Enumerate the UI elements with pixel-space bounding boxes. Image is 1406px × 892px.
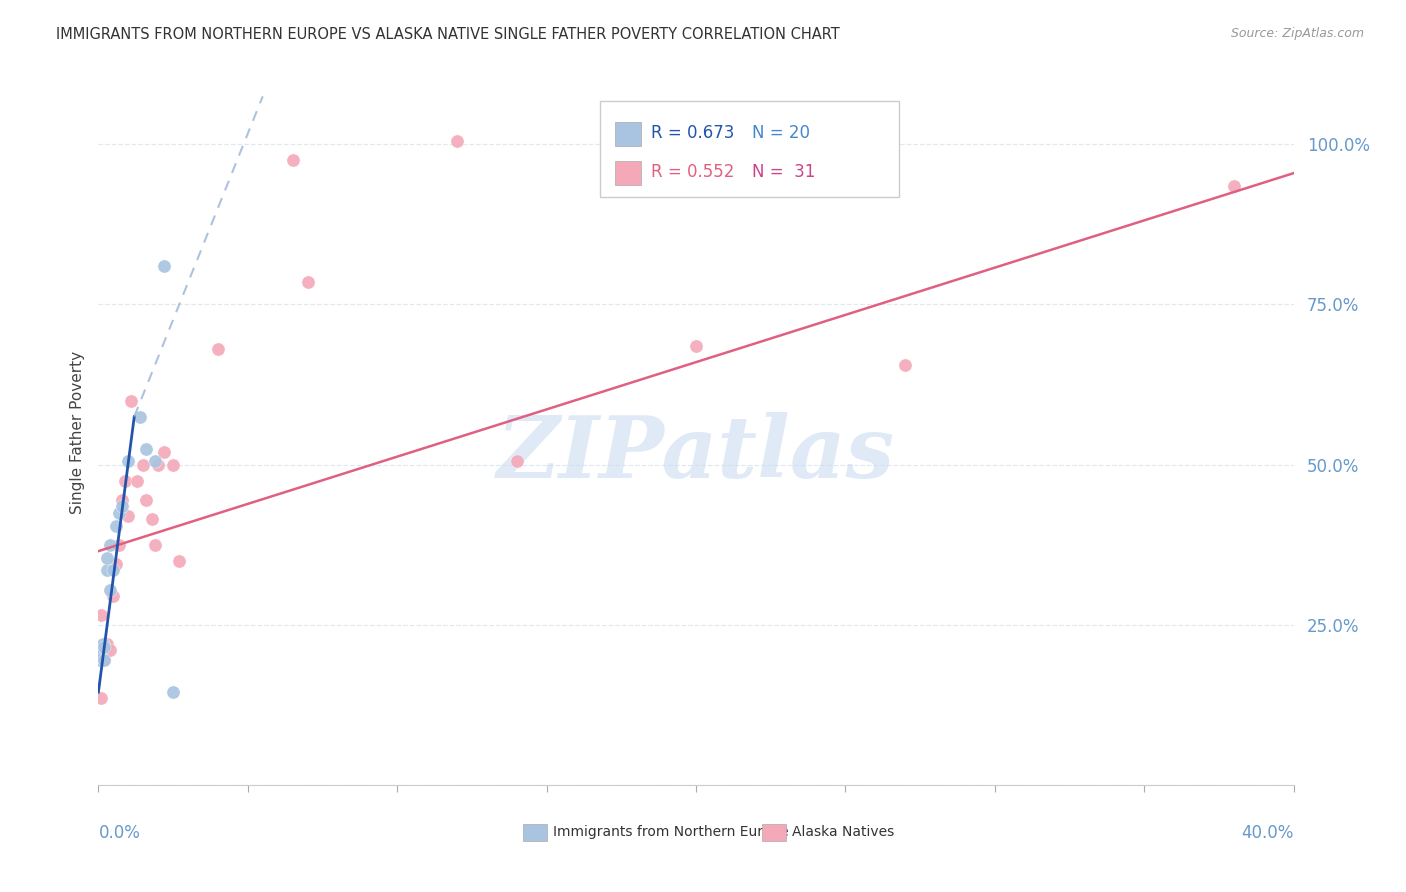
Point [117, 454, 139, 468]
Text: IMMIGRANTS FROM NORTHERN EUROPE VS ALASKA NATIVE SINGLE FATHER POVERTY CORRELATI: IMMIGRANTS FROM NORTHERN EUROPE VS ALASK… [56, 27, 839, 42]
Point [162, 458, 184, 472]
Text: 40.0%: 40.0% [1241, 823, 1294, 842]
Point [98, 538, 122, 552]
Point [98, 643, 122, 657]
FancyBboxPatch shape [762, 823, 786, 841]
Point [91, 637, 114, 651]
Point [105, 557, 128, 571]
FancyBboxPatch shape [614, 122, 641, 145]
Text: R = 0.552: R = 0.552 [651, 163, 734, 181]
Point [93, 640, 115, 655]
Point [153, 259, 176, 273]
Point [143, 538, 166, 552]
Point [108, 538, 131, 552]
Point [103, 563, 125, 577]
Point [167, 554, 190, 568]
Point [114, 474, 136, 488]
Point [90, 608, 112, 623]
Text: ZIPatlas: ZIPatlas [496, 412, 896, 496]
Text: R = 0.673: R = 0.673 [651, 124, 734, 142]
Point [135, 442, 157, 456]
Point [132, 458, 155, 472]
Point [108, 506, 131, 520]
Point [105, 518, 128, 533]
Point [153, 445, 176, 459]
Point [111, 500, 134, 514]
FancyBboxPatch shape [614, 161, 641, 185]
Text: N =  31: N = 31 [752, 163, 815, 181]
Point [129, 409, 152, 424]
Point [96, 563, 118, 577]
Point [117, 508, 139, 523]
Point [90, 640, 112, 655]
Text: Alaska Natives: Alaska Natives [792, 825, 894, 839]
Point [281, 153, 304, 168]
Point [135, 492, 157, 507]
FancyBboxPatch shape [523, 823, 547, 841]
FancyBboxPatch shape [600, 102, 900, 196]
Point [89, 653, 111, 667]
Text: 0.0%: 0.0% [98, 823, 141, 842]
Point [96, 637, 118, 651]
Y-axis label: Single Father Poverty: Single Father Poverty [69, 351, 84, 514]
Point [120, 393, 142, 408]
Point [93, 653, 115, 667]
Point [111, 492, 134, 507]
Point [103, 589, 125, 603]
Point [91, 647, 114, 661]
Point [297, 275, 319, 289]
Point [90, 649, 112, 664]
Point [506, 454, 529, 468]
Point [141, 512, 163, 526]
Text: Immigrants from Northern Europe: Immigrants from Northern Europe [553, 825, 789, 839]
Point [90, 691, 112, 706]
Point [143, 454, 166, 468]
Point [162, 685, 184, 699]
Point [148, 458, 170, 472]
Point [96, 550, 118, 565]
Point [96, 640, 118, 655]
Point [446, 134, 468, 148]
Point [93, 653, 115, 667]
Point [1223, 178, 1246, 194]
Point [127, 474, 149, 488]
Point [685, 339, 707, 353]
Point [894, 359, 917, 373]
Text: N = 20: N = 20 [752, 124, 810, 142]
Point [207, 343, 229, 357]
Point [98, 582, 122, 597]
Text: Source: ZipAtlas.com: Source: ZipAtlas.com [1230, 27, 1364, 40]
